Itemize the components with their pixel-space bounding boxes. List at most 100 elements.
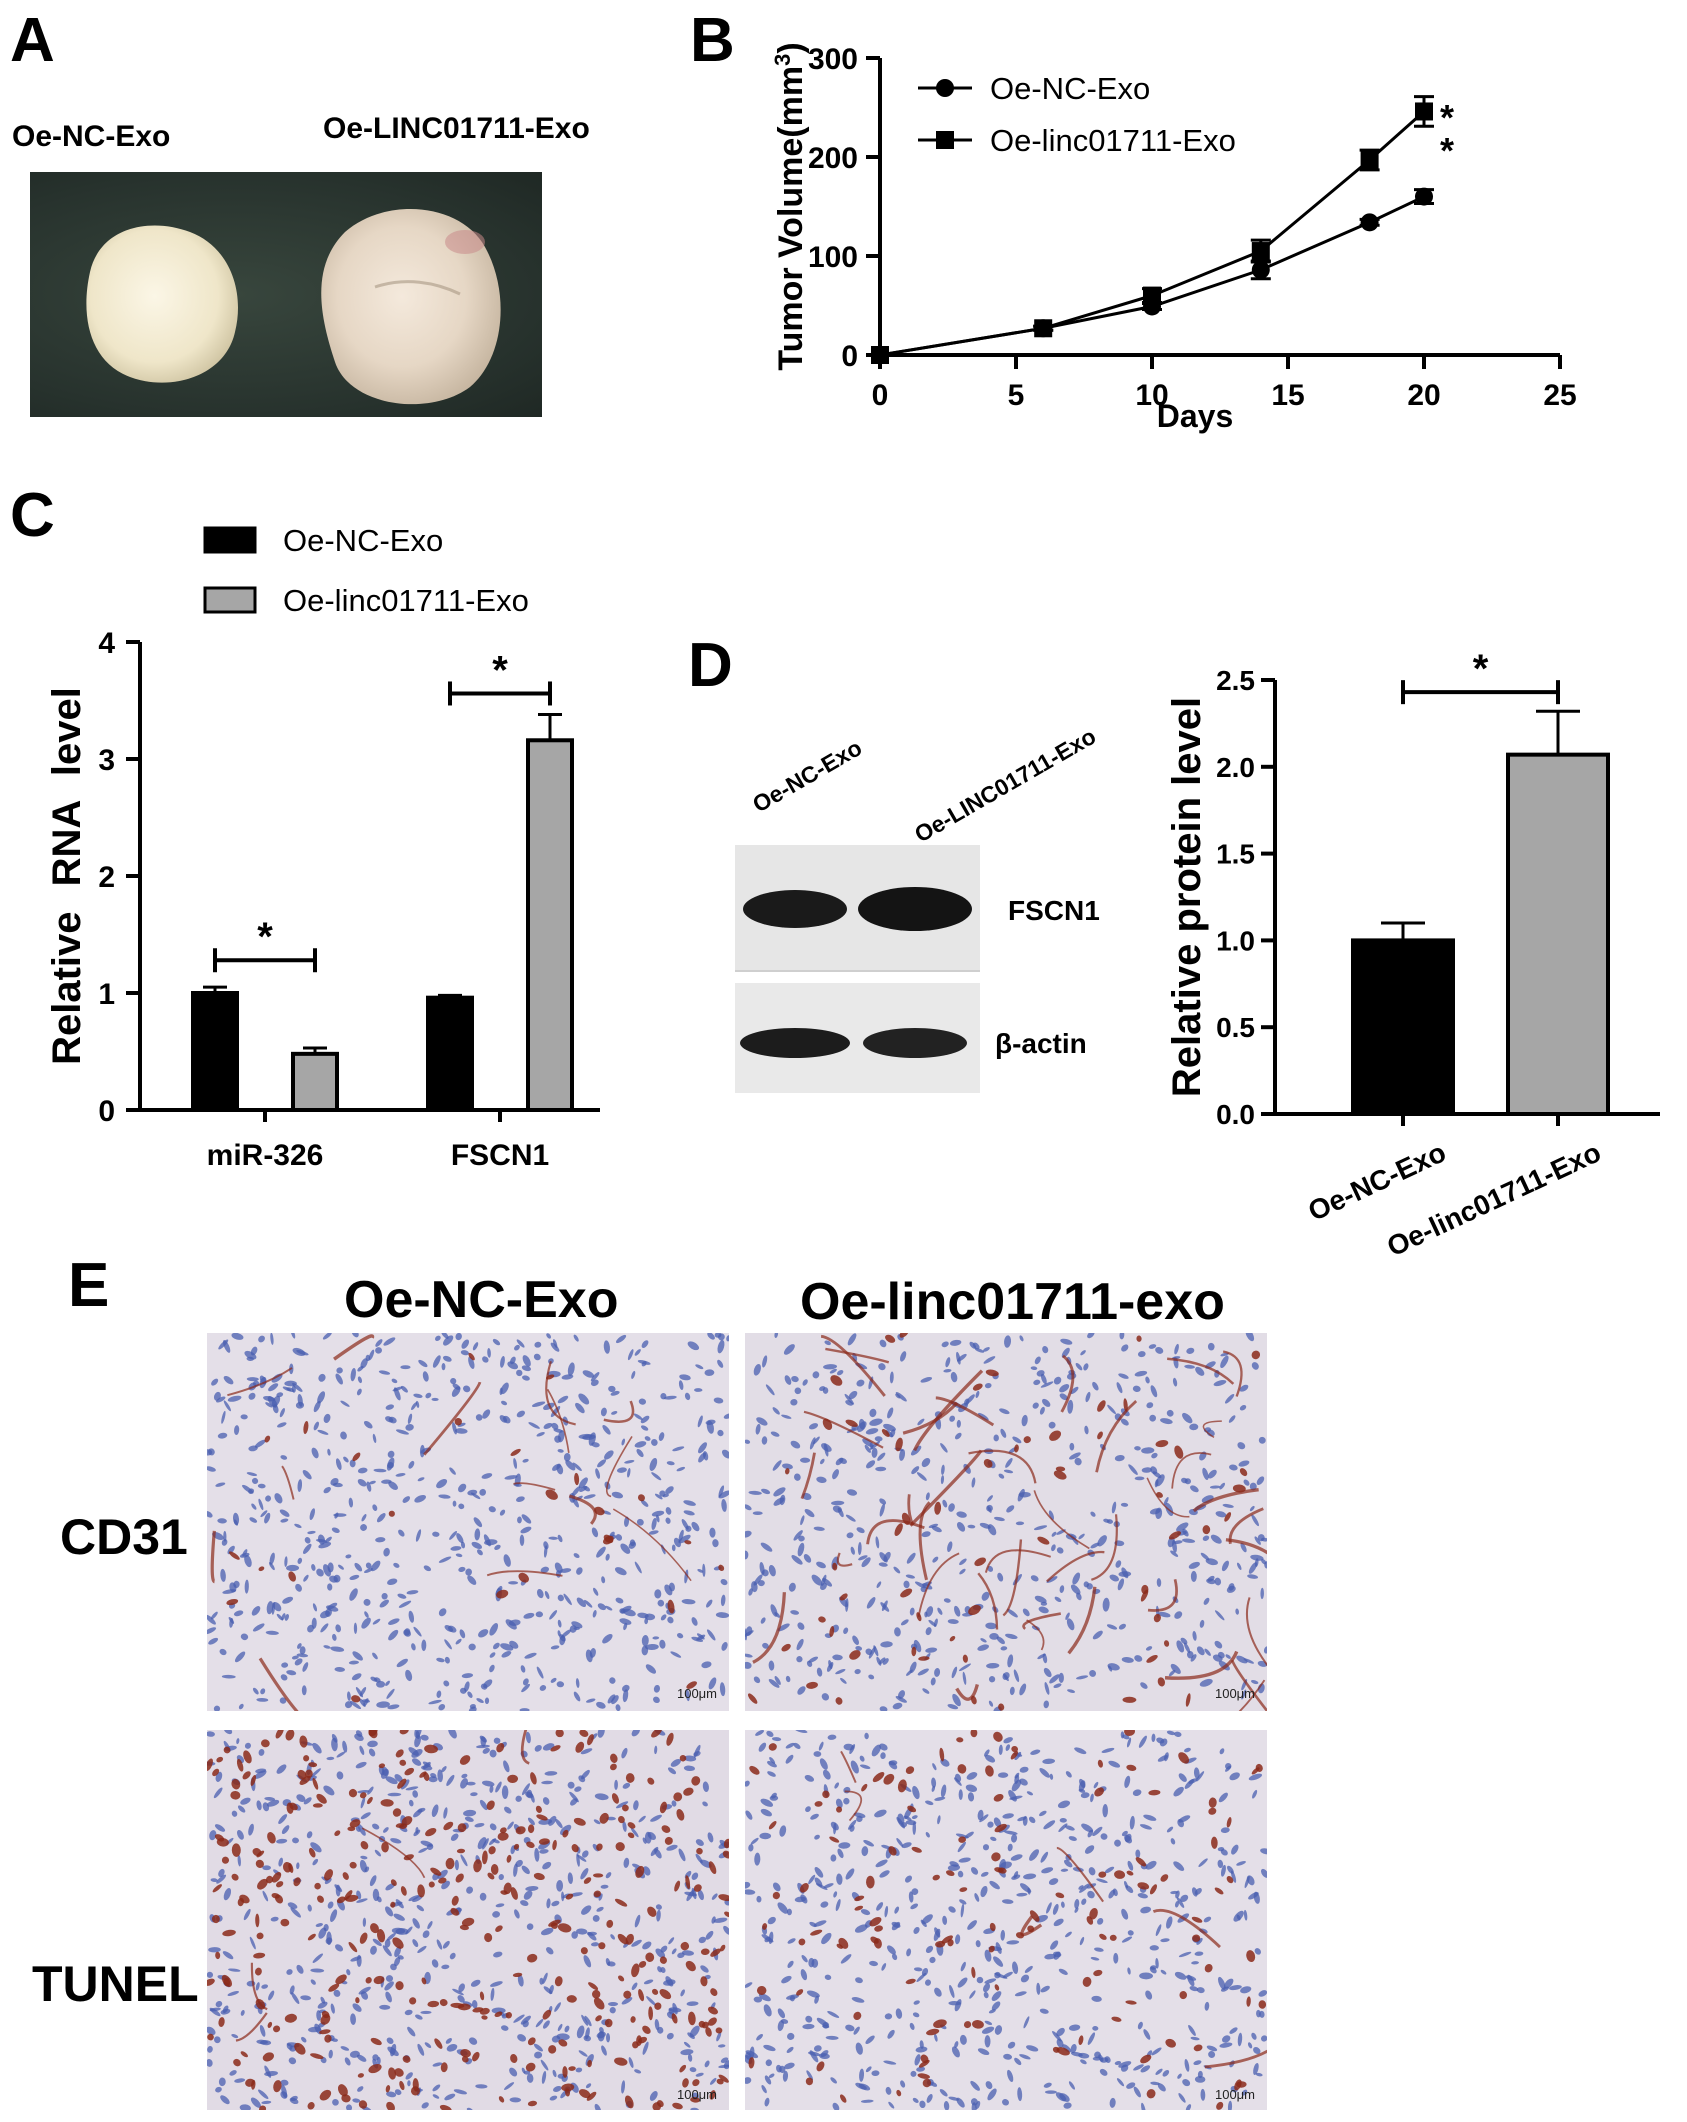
- nucleus-mark: [417, 1945, 427, 1954]
- vessel-mark: [825, 1347, 890, 1364]
- nucleus-mark: [1206, 2045, 1218, 2052]
- stain-mark: [243, 1750, 252, 1764]
- stain-mark: [1109, 1934, 1117, 1941]
- stain-mark: [918, 2059, 930, 2068]
- stain-mark: [1224, 1512, 1232, 1522]
- nucleus-mark: [211, 1378, 219, 1386]
- nucleus-mark: [745, 1504, 752, 1511]
- nucleus-mark: [840, 1677, 847, 1684]
- nucleus-mark: [706, 1629, 716, 1641]
- nucleus-mark: [340, 1431, 347, 1440]
- nucleus-mark: [691, 1872, 699, 1881]
- stain-mark: [579, 1730, 589, 1737]
- significance-marker: *: [492, 648, 508, 692]
- tumor-nc: [86, 225, 238, 383]
- nucleus-mark: [762, 1642, 769, 1649]
- nucleus-mark: [1121, 1908, 1129, 1920]
- nucleus-mark: [1202, 1467, 1209, 1480]
- nucleus-mark: [310, 1768, 321, 1778]
- nucleus-mark: [1019, 1883, 1032, 1893]
- nucleus-mark: [286, 1969, 293, 1975]
- nucleus-mark: [599, 2027, 604, 2034]
- nucleus-mark: [1088, 1867, 1096, 1876]
- stain-mark: [258, 1566, 265, 1572]
- stain-mark: [417, 1884, 425, 1898]
- nucleus-mark: [369, 1875, 377, 1887]
- nucleus-mark: [260, 1688, 266, 1695]
- stain-mark: [212, 1884, 222, 1893]
- nucleus-mark: [616, 1334, 627, 1344]
- stain-mark: [207, 2033, 214, 2041]
- nucleus-mark: [804, 1774, 815, 1782]
- nucleus-mark: [879, 1498, 887, 1505]
- nucleus-mark: [296, 1862, 300, 1870]
- stain-mark: [911, 1846, 922, 1853]
- stain-mark: [558, 2039, 568, 2047]
- nucleus-mark: [454, 1859, 459, 1871]
- nucleus-mark: [1231, 1844, 1239, 1855]
- vessel-mark: [1033, 1490, 1090, 1550]
- vessel-mark: [568, 1494, 597, 1525]
- nucleus-mark: [697, 1568, 704, 1573]
- nucleus-mark: [761, 1436, 768, 1445]
- stain-mark: [610, 1763, 617, 1771]
- nucleus-mark: [534, 2051, 543, 2059]
- nucleus-mark: [949, 1339, 962, 1346]
- nucleus-mark: [1063, 1859, 1073, 1868]
- stain-mark: [785, 1468, 790, 1475]
- stain-mark: [455, 1873, 464, 1883]
- nucleus-mark: [699, 1859, 712, 1868]
- stain-mark: [500, 1827, 507, 1834]
- nucleus-mark: [360, 1358, 368, 1369]
- nucleus-mark: [221, 1538, 228, 1546]
- stain-mark: [985, 1369, 999, 1377]
- nucleus-mark: [370, 1945, 377, 1955]
- nucleus-mark: [1118, 1373, 1129, 1379]
- stain-mark: [610, 1753, 618, 1764]
- stain-mark: [637, 1494, 645, 1502]
- nucleus-mark: [366, 1481, 372, 1492]
- nucleus-mark: [984, 1978, 997, 1984]
- nucleus-mark: [1121, 1656, 1134, 1663]
- nucleus-mark: [467, 1489, 478, 1496]
- nucleus-mark: [894, 1627, 901, 1637]
- nucleus-mark: [1006, 1940, 1020, 1945]
- stain-mark: [368, 1730, 378, 1739]
- nucleus-mark: [1251, 1362, 1259, 1370]
- nucleus-mark: [521, 1365, 531, 1372]
- nucleus-mark: [302, 1470, 312, 1480]
- nucleus-mark: [793, 1530, 803, 1541]
- nucleus-mark: [1228, 1583, 1235, 1591]
- stain-mark: [583, 1877, 592, 1884]
- nucleus-mark: [482, 1356, 489, 1363]
- stain-mark: [911, 1646, 917, 1657]
- nucleus-mark: [709, 2077, 717, 2085]
- nucleus-mark: [1156, 1737, 1165, 1744]
- nucleus-mark: [820, 1901, 829, 1908]
- nucleus-mark: [1200, 2088, 1206, 2101]
- nucleus-mark: [615, 1597, 624, 1604]
- nucleus-mark: [847, 1333, 857, 1346]
- nucleus-mark: [652, 1636, 660, 1640]
- nucleus-mark: [1126, 2082, 1136, 2089]
- nucleus-mark: [570, 1892, 583, 1897]
- legend-marker: [936, 79, 954, 97]
- nucleus-mark: [443, 1680, 450, 1687]
- nucleus-mark: [1170, 1550, 1179, 1557]
- nucleus-mark: [1155, 1958, 1159, 1969]
- nucleus-mark: [351, 1333, 359, 1338]
- nucleus-mark: [1156, 1578, 1162, 1587]
- nucleus-mark: [984, 1383, 992, 1389]
- nucleus-mark: [519, 1534, 525, 1547]
- nucleus-mark: [957, 1841, 966, 1853]
- nucleus-mark: [949, 1415, 956, 1422]
- nucleus-mark: [1075, 1362, 1083, 1371]
- legend-label: Oe-NC-Exo: [990, 71, 1150, 106]
- category-label: miR-326: [207, 1139, 324, 1172]
- nucleus-mark: [777, 1902, 788, 1914]
- stain-mark: [673, 1792, 683, 1802]
- stain-mark: [496, 1743, 505, 1753]
- stain-mark: [679, 1755, 687, 1762]
- stain-mark: [1136, 1335, 1142, 1342]
- nucleus-mark: [1015, 1521, 1025, 1526]
